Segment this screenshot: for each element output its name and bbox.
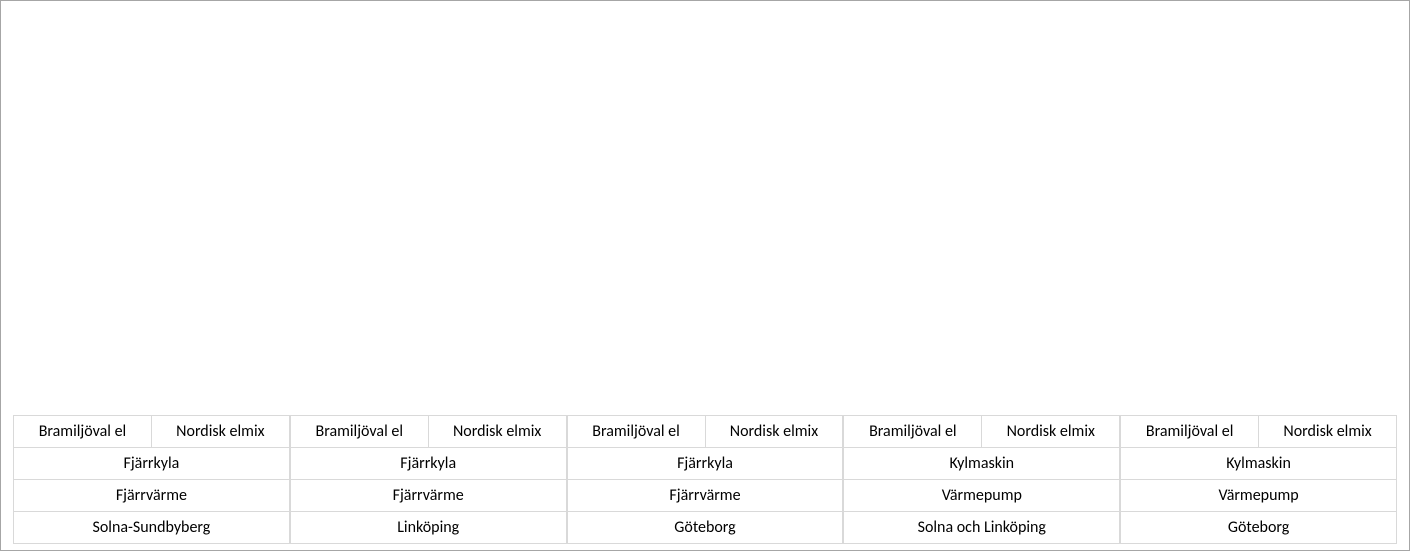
axis-level3-label: Linköping	[290, 512, 567, 544]
axis-row-level2: FjärrvärmeFjärrvärmeFjärrvärmeVärmepumpV…	[13, 480, 1397, 512]
chart-frame: Bramiljöval elNordisk elmixBramiljöval e…	[0, 0, 1410, 551]
chart-group	[843, 7, 1120, 416]
axis-level2-label: Fjärrvärme	[13, 480, 290, 512]
chart-group-bars	[13, 7, 290, 416]
axis-level2-label: Värmepump	[843, 480, 1120, 512]
chart-group-bars	[290, 7, 567, 416]
axis-row-level1: FjärrkylaFjärrkylaFjärrkylaKylmaskinKylm…	[13, 448, 1397, 480]
axis-level3-label: Solna-Sundbyberg	[13, 512, 290, 544]
axis-level3-label: Solna och Linköping	[843, 512, 1120, 544]
chart-group-bars	[843, 7, 1120, 416]
chart-group	[567, 7, 844, 416]
axis-level1-label: Kylmaskin	[1120, 448, 1397, 480]
axis-row-series: Bramiljöval elNordisk elmixBramiljöval e…	[13, 416, 1397, 448]
axis-series-label: Nordisk elmix	[1259, 416, 1397, 448]
axis-level1-label: Fjärrkyla	[13, 448, 290, 480]
axis-series-label: Bramiljöval el	[1120, 416, 1259, 448]
axis-series-label: Nordisk elmix	[982, 416, 1120, 448]
axis-level1-label: Fjärrkyla	[290, 448, 567, 480]
chart-group	[1120, 7, 1397, 416]
axis-level2-label: Fjärrvärme	[567, 480, 844, 512]
chart-group	[13, 7, 290, 416]
axis-level2-label: Fjärrvärme	[290, 480, 567, 512]
chart-plot-area	[13, 7, 1397, 416]
axis-level1-label: Fjärrkyla	[567, 448, 844, 480]
axis-series-label: Bramiljöval el	[843, 416, 982, 448]
axis-row-level3: Solna-SundbybergLinköpingGöteborgSolna o…	[13, 512, 1397, 544]
axis-series-label: Bramiljöval el	[290, 416, 429, 448]
axis-series-label: Nordisk elmix	[152, 416, 290, 448]
chart-group	[290, 7, 567, 416]
axis-series-label: Bramiljöval el	[13, 416, 152, 448]
axis-series-label: Nordisk elmix	[429, 416, 567, 448]
chart-group-bars	[1120, 7, 1397, 416]
axis-series-label: Bramiljöval el	[567, 416, 706, 448]
axis-series-label: Nordisk elmix	[706, 416, 844, 448]
axis-level2-label: Värmepump	[1120, 480, 1397, 512]
axis-level1-label: Kylmaskin	[843, 448, 1120, 480]
axis-level3-label: Göteborg	[567, 512, 844, 544]
chart-group-bars	[567, 7, 844, 416]
axis-level3-label: Göteborg	[1120, 512, 1397, 544]
